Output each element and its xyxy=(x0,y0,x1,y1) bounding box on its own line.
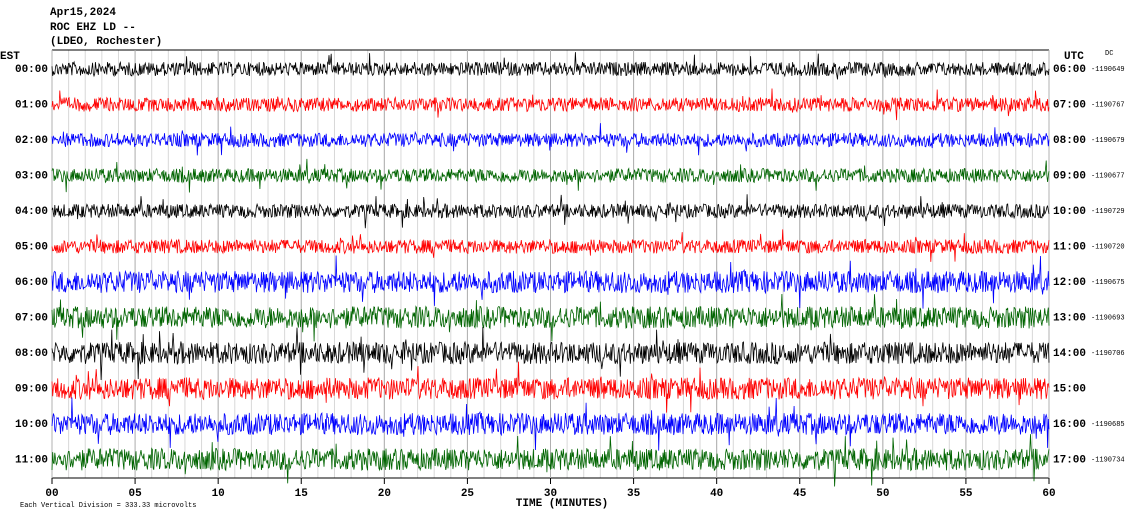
left-hour-label: 03:00 xyxy=(15,170,48,182)
trace xyxy=(51,397,1050,451)
x-tick-label: 35 xyxy=(627,488,641,500)
trace xyxy=(51,88,1050,121)
right-hour-label: 16:00 xyxy=(1053,419,1086,431)
left-hour-label: 06:00 xyxy=(15,277,48,289)
trace xyxy=(51,434,1050,487)
left-hour-label: 09:00 xyxy=(15,383,48,395)
trace xyxy=(51,52,1050,80)
dc-offset: -1190649 xyxy=(1091,66,1125,74)
dc-offset: -1190685 xyxy=(1091,421,1125,429)
dc-offset: -1190734 xyxy=(1091,456,1125,464)
right-hour-label: 17:00 xyxy=(1053,454,1086,466)
x-tick-label: 25 xyxy=(461,488,475,500)
left-hour-label: 11:00 xyxy=(15,454,48,466)
left-hour-label: 07:00 xyxy=(15,312,48,324)
right-hour-label: 06:00 xyxy=(1053,64,1086,76)
channel: ROC EHZ LD -- xyxy=(50,22,136,34)
scale-note: Each Vertical Division = 333.33 microvol… xyxy=(20,502,196,510)
right-hour-label: 15:00 xyxy=(1053,383,1086,395)
trace xyxy=(51,361,1050,413)
x-tick-label: 30 xyxy=(544,488,557,500)
right-hour-label: 14:00 xyxy=(1053,348,1086,360)
left-hour-label: 08:00 xyxy=(15,348,48,360)
right-axis-label: UTC xyxy=(1064,51,1084,63)
right-hour-label: 13:00 xyxy=(1053,312,1086,324)
trace xyxy=(51,326,1050,381)
left-hour-label: 00:00 xyxy=(15,64,48,76)
x-tick-label: 50 xyxy=(876,488,889,500)
x-tick-label: 60 xyxy=(1042,488,1055,500)
trace xyxy=(51,194,1050,229)
dc-offset: -1190729 xyxy=(1091,208,1125,216)
dc-offset: -1190679 xyxy=(1091,137,1125,145)
right-hour-label: 12:00 xyxy=(1053,277,1086,289)
dc-offset: -1190677 xyxy=(1091,172,1125,180)
left-hour-label: 01:00 xyxy=(15,99,48,111)
dc-offset: -1190706 xyxy=(1091,350,1125,358)
dc-offset: -1190767 xyxy=(1091,101,1125,109)
right-hour-label: 07:00 xyxy=(1053,99,1086,111)
right-hour-label: 08:00 xyxy=(1053,135,1086,147)
right-hour-label: 11:00 xyxy=(1053,241,1086,253)
x-tick-label: 45 xyxy=(793,488,807,500)
x-tick-label: 05 xyxy=(128,488,142,500)
x-tick-label: 55 xyxy=(959,488,973,500)
x-tick-label: 00 xyxy=(45,488,58,500)
left-hour-label: 05:00 xyxy=(15,241,48,253)
x-axis-label: TIME (MINUTES) xyxy=(516,498,608,510)
station: (LDEO, Rochester) xyxy=(50,36,162,48)
left-hour-label: 02:00 xyxy=(15,135,48,147)
right-hour-label: 09:00 xyxy=(1053,170,1086,182)
dc-offset: -1190675 xyxy=(1091,279,1125,287)
trace xyxy=(51,255,1050,309)
trace xyxy=(51,229,1050,262)
left-axis-label: EST xyxy=(0,51,20,63)
trace xyxy=(51,158,1050,193)
chart-title: Apr15,2024 xyxy=(50,7,116,19)
x-tick-label: 20 xyxy=(378,488,391,500)
dc-offset: -1190720 xyxy=(1091,243,1125,251)
trace xyxy=(51,293,1050,342)
left-hour-label: 10:00 xyxy=(15,419,48,431)
left-hour-label: 04:00 xyxy=(15,206,48,218)
dc-label: DC xyxy=(1105,50,1113,58)
right-hour-label: 10:00 xyxy=(1053,206,1086,218)
x-tick-label: 40 xyxy=(710,488,723,500)
x-tick-label: 15 xyxy=(295,488,309,500)
x-tick-label: 10 xyxy=(212,488,225,500)
trace xyxy=(51,123,1050,156)
dc-offset: -1190693 xyxy=(1091,314,1125,322)
